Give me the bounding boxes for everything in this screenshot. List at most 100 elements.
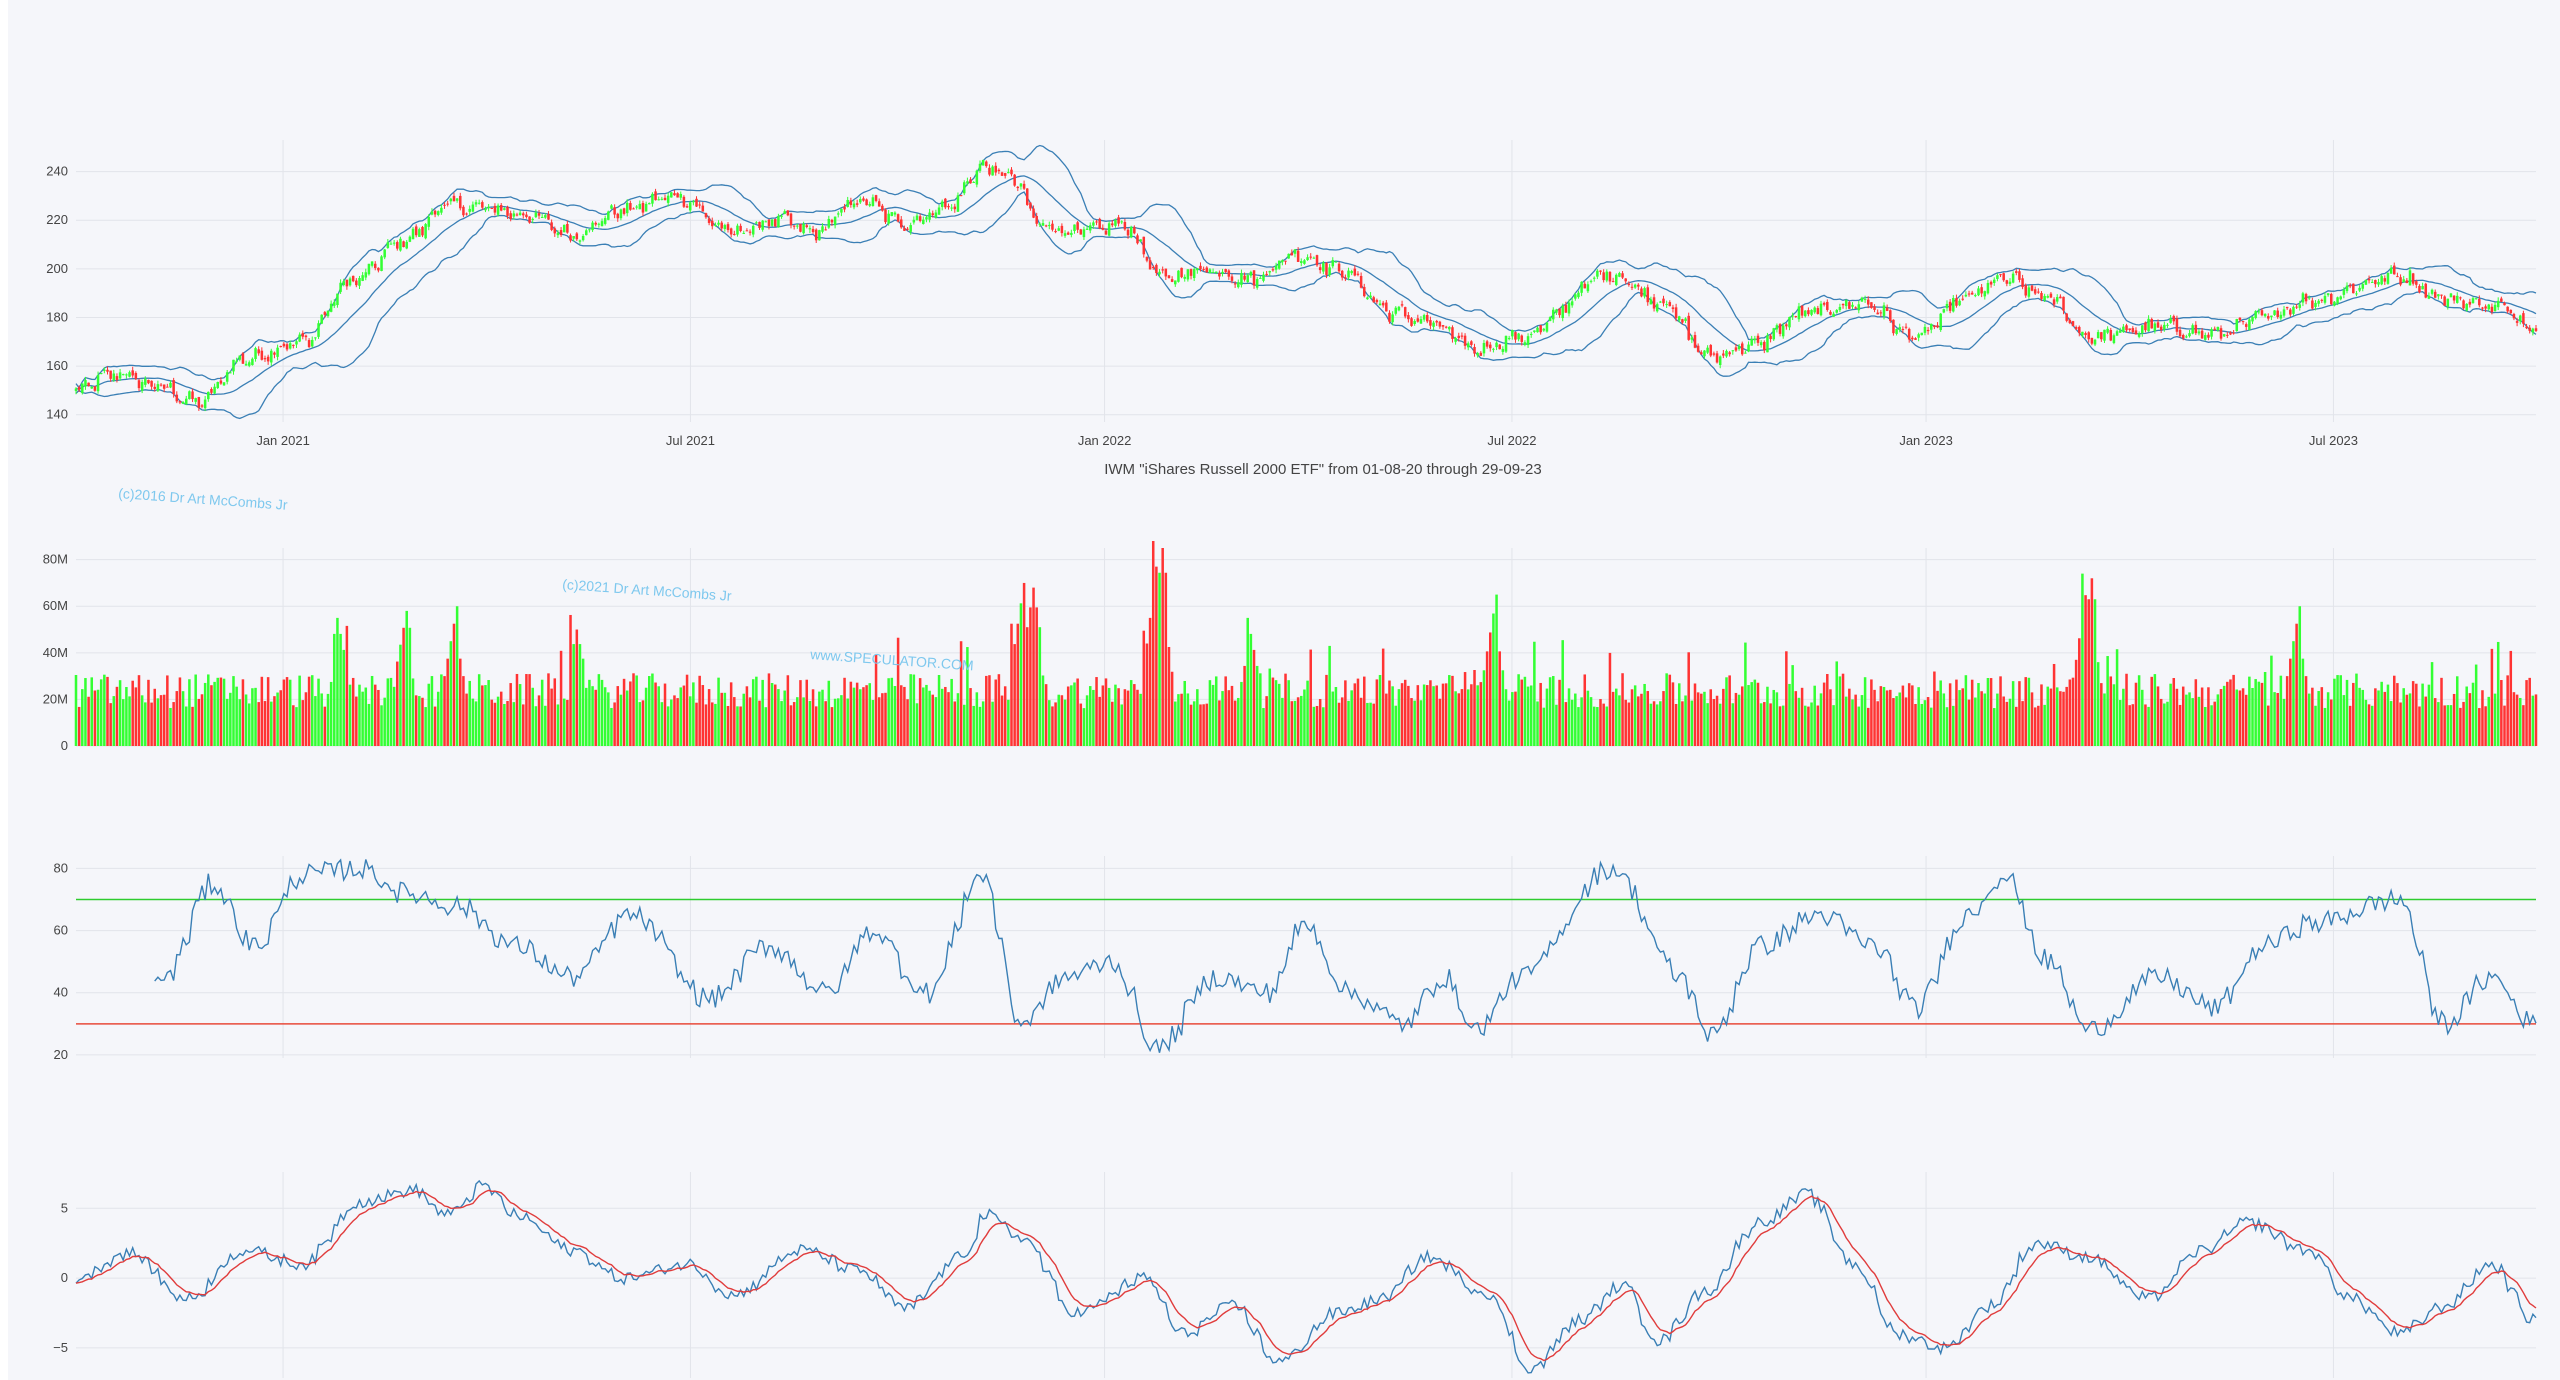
volume-bar bbox=[865, 685, 868, 746]
volume-bar bbox=[2314, 705, 2317, 746]
candle-body bbox=[1262, 274, 1265, 281]
volume-bar bbox=[2166, 701, 2169, 746]
candle-body bbox=[1454, 338, 1457, 342]
volume-bar bbox=[2024, 677, 2027, 746]
candle-body bbox=[1555, 309, 1558, 313]
volume-bar bbox=[2267, 705, 2270, 746]
volume-bar bbox=[1019, 603, 1023, 746]
y-tick-label: 40 bbox=[54, 985, 68, 1000]
volume-bar bbox=[1797, 697, 1801, 746]
candle-body bbox=[1441, 325, 1445, 327]
candle-body bbox=[2084, 333, 2087, 335]
volume-bar bbox=[1309, 649, 1312, 746]
volume-bar bbox=[471, 698, 475, 746]
candle-body bbox=[1511, 330, 1514, 337]
candle-body bbox=[1268, 271, 1272, 273]
candle-body bbox=[2153, 323, 2157, 332]
candle-body bbox=[2273, 310, 2276, 315]
candle-body bbox=[1155, 264, 1158, 274]
candle-body bbox=[2128, 328, 2131, 330]
volume-bar bbox=[1252, 649, 1256, 746]
candle-body bbox=[1829, 311, 1832, 315]
volume-bar bbox=[361, 691, 364, 746]
candle-body bbox=[2232, 332, 2235, 334]
volume-bar bbox=[1769, 703, 1772, 746]
volume-bar bbox=[1545, 688, 1549, 746]
candle-body bbox=[1592, 277, 1596, 279]
volume-bar bbox=[1507, 700, 1511, 746]
volume-bar bbox=[1457, 693, 1461, 746]
volume-bar bbox=[2317, 691, 2320, 746]
volume-bar bbox=[2222, 685, 2226, 746]
volume-bar bbox=[1533, 641, 1536, 746]
volume-bar bbox=[440, 674, 443, 746]
volume-bar bbox=[2455, 676, 2459, 746]
volume-bar bbox=[2263, 671, 2267, 746]
candle-body bbox=[613, 207, 616, 215]
volume-bar bbox=[1076, 678, 1079, 746]
candle-body bbox=[1003, 173, 1007, 176]
candle-body bbox=[625, 202, 629, 214]
volume-bar bbox=[1917, 687, 1920, 746]
volume-bar bbox=[1939, 680, 1942, 746]
volume-bar bbox=[1744, 642, 1747, 746]
candle-body bbox=[2093, 339, 2097, 345]
candle-body bbox=[2030, 285, 2034, 291]
volume-bar bbox=[711, 702, 714, 746]
candle-body bbox=[1265, 273, 1268, 275]
candle-body bbox=[2415, 281, 2418, 285]
candle-body bbox=[1334, 261, 1338, 263]
volume-bar bbox=[2339, 675, 2342, 746]
volume-bar bbox=[1611, 691, 1615, 746]
candle-body bbox=[836, 213, 840, 215]
candle-body bbox=[1183, 276, 1186, 279]
candle-body bbox=[106, 369, 109, 372]
volume-bar bbox=[317, 678, 320, 746]
candle-body bbox=[1202, 268, 1205, 270]
candle-body bbox=[572, 236, 575, 239]
volume-bar bbox=[2178, 704, 2182, 746]
volume-bar bbox=[238, 699, 242, 746]
volume-bar bbox=[1709, 689, 1713, 746]
volume-bar bbox=[1476, 685, 1479, 746]
candle-body bbox=[1646, 287, 1650, 303]
candle-body bbox=[1114, 220, 1117, 226]
candle-body bbox=[2531, 328, 2535, 333]
volume-bar bbox=[1485, 651, 1489, 746]
volume-bar bbox=[915, 703, 919, 746]
volume-bar bbox=[1986, 678, 1990, 746]
y-tick-label: 0 bbox=[61, 1270, 68, 1285]
candle-body bbox=[1662, 298, 1665, 304]
candle-body bbox=[896, 214, 900, 222]
candle-body bbox=[515, 214, 519, 216]
volume-bar bbox=[247, 703, 251, 746]
volume-bar bbox=[868, 683, 872, 746]
candle-body bbox=[329, 303, 333, 312]
candle-body bbox=[1148, 260, 1152, 270]
volume-bar bbox=[770, 682, 774, 746]
volume-bar bbox=[1542, 707, 1546, 746]
volume-bars bbox=[74, 541, 2538, 746]
volume-bar bbox=[962, 704, 966, 746]
volume-bar bbox=[2235, 689, 2239, 746]
candle-body bbox=[2194, 324, 2198, 334]
volume-bar bbox=[1816, 705, 1820, 746]
volume-bar bbox=[701, 685, 705, 746]
volume-bar bbox=[2496, 641, 2500, 746]
volume-bar bbox=[1876, 701, 1879, 746]
candle-body bbox=[1822, 302, 1826, 305]
candle-body bbox=[1649, 299, 1653, 305]
candle-body bbox=[1709, 345, 1713, 356]
volume-bar bbox=[1328, 645, 1331, 746]
candle-body bbox=[2181, 334, 2185, 339]
candle-body bbox=[1092, 222, 1095, 226]
candle-body bbox=[1750, 338, 1753, 346]
candle-body bbox=[1306, 257, 1309, 261]
candle-body bbox=[503, 208, 506, 210]
volume-bar bbox=[1693, 683, 1697, 746]
candle-body bbox=[1974, 295, 1977, 297]
candle-body bbox=[603, 218, 607, 224]
candle-body bbox=[651, 193, 654, 204]
candle-body bbox=[2244, 324, 2248, 327]
volume-bar bbox=[1722, 688, 1725, 746]
